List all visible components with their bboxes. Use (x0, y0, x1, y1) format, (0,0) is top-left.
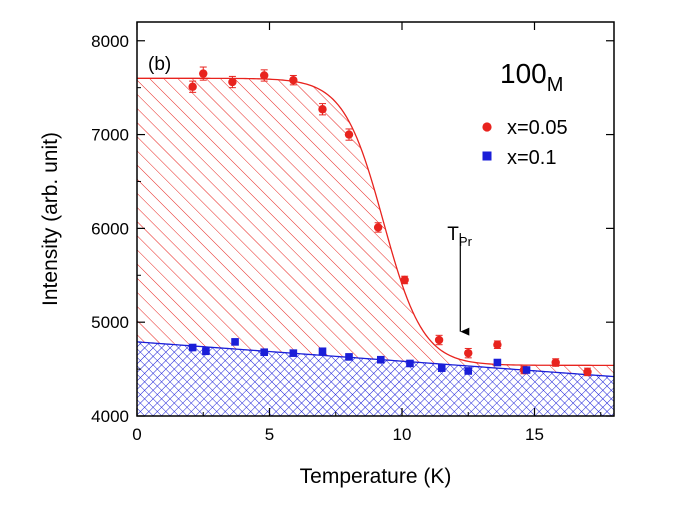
data-point-x005 (551, 358, 560, 367)
data-point-x01 (188, 343, 197, 352)
fit-curve-x01 (136, 341, 615, 378)
tpr-label: TPr (447, 224, 472, 249)
x-tick-label: 15 (525, 425, 544, 444)
data-point-x01 (406, 359, 414, 368)
legend-marker-x005 (482, 122, 492, 132)
data-point-x005 (400, 275, 409, 285)
data-point-x005 (260, 71, 269, 80)
data-point-x005 (188, 82, 197, 91)
sample-label-main: 100 (500, 58, 547, 89)
data-point-x005 (493, 340, 502, 349)
plot-frame (136, 21, 615, 417)
data-point-x01 (260, 348, 268, 357)
legend: x=0.05 x=0.1 (482, 117, 568, 169)
axis-ticks: 0 5 10 15 4000 5000 6000 7000 8000 (91, 22, 614, 444)
data-point-x01 (522, 366, 531, 374)
data-point-x01 (289, 349, 298, 357)
fit-curve-x005 (137, 77, 614, 366)
sample-label-subscript: M (547, 74, 564, 96)
legend-label-x01: x=0.1 (507, 147, 556, 169)
x-axis-title: Temperature (K) (300, 465, 452, 488)
data-point-x01 (318, 347, 327, 356)
panel-label: (b) (148, 54, 171, 75)
y-tick-label: 5000 (91, 313, 129, 332)
data-point-x01 (202, 347, 210, 356)
y-tick-label: 8000 (91, 32, 129, 51)
data-point-x01 (377, 355, 385, 364)
data-point-x005 (373, 223, 383, 232)
data-point-x01 (493, 358, 502, 367)
data-point-x005 (434, 335, 444, 345)
data-point-x005 (199, 69, 208, 78)
y-axis-title: Intensity (arb. unit) (39, 132, 62, 306)
data-point-x01 (345, 353, 353, 361)
data-point-x005 (318, 105, 327, 114)
fill-x005 (137, 78, 614, 416)
data-point-x01 (437, 364, 446, 372)
data-point-x005 (228, 77, 237, 87)
tpr-label-main: T (447, 224, 459, 245)
fit-curves (136, 77, 615, 378)
legend-marker-x01 (482, 151, 492, 161)
x-tick-label: 0 (132, 425, 141, 444)
data-point-x01 (231, 338, 239, 346)
x-tick-label: 10 (393, 425, 412, 444)
data-point-x005 (289, 75, 298, 85)
data-points (188, 66, 592, 377)
data-point-x01 (464, 367, 473, 375)
data-point-x005 (583, 367, 592, 377)
y-tick-label: 7000 (91, 126, 129, 145)
fill-regions (137, 78, 614, 416)
y-tick-label: 6000 (91, 219, 129, 238)
sample-label: 100M (500, 58, 563, 96)
data-point-x005 (464, 348, 473, 358)
y-tick-label: 4000 (91, 407, 129, 426)
fill-x01-hatch-b (137, 341, 614, 416)
data-point-x005 (344, 130, 354, 139)
x-tick-label: 5 (265, 425, 274, 444)
tpr-annotation: TPr (447, 224, 473, 336)
tpr-label-subscript: Pr (459, 234, 473, 249)
legend-label-x005: x=0.05 (507, 117, 568, 139)
